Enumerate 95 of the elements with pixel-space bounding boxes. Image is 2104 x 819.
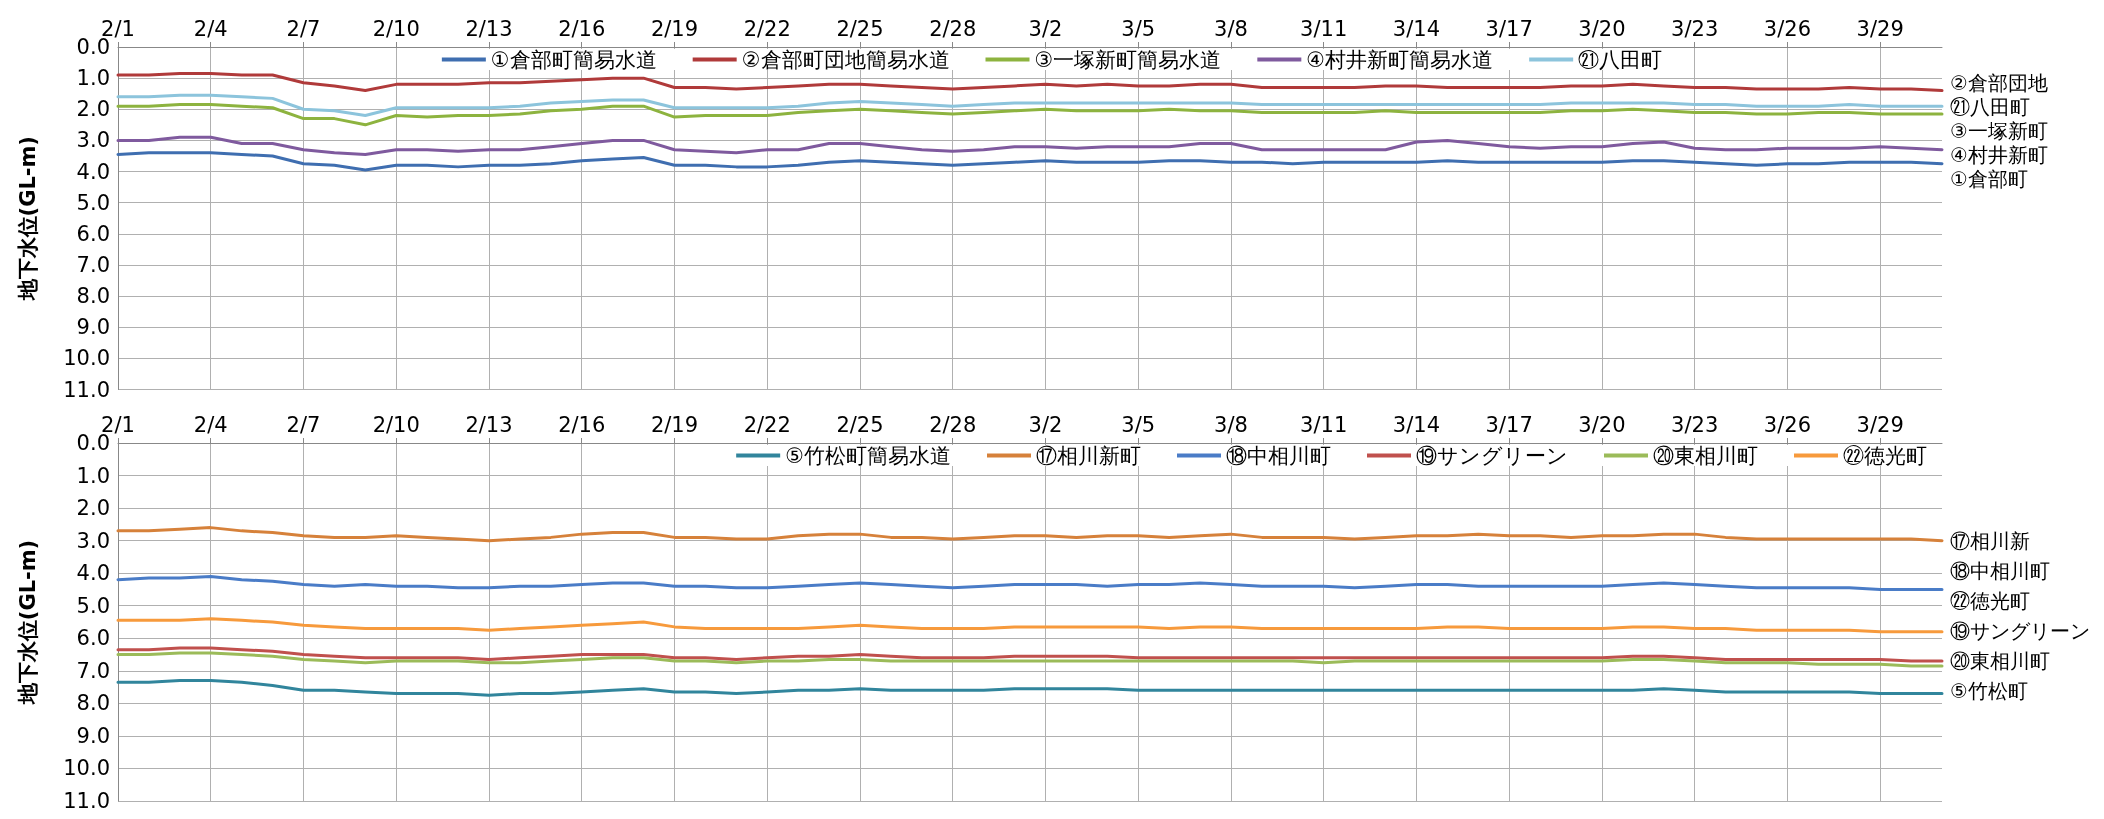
- x-tick-label: 3/2: [1028, 16, 1063, 41]
- x-tick-label: 3/5: [1121, 16, 1156, 41]
- y-axis-title: 地下水位(GL-m): [15, 539, 40, 706]
- x-tick-label: 3/29: [1856, 16, 1904, 41]
- y-tick-label: 2.0: [76, 97, 110, 122]
- x-tick-label: 2/28: [929, 412, 977, 437]
- legend-label: ①倉部町簡易水道: [490, 47, 657, 72]
- y-tick-label: 10.0: [63, 346, 110, 371]
- y-tick-label: 4.0: [76, 159, 110, 184]
- line-series: [116, 651, 1944, 668]
- x-tick-label: 3/20: [1578, 16, 1626, 41]
- line-series: [116, 135, 1944, 156]
- line-series: [116, 526, 1944, 543]
- x-tick-label: 3/17: [1485, 412, 1533, 437]
- x-tick-label: 2/7: [286, 412, 321, 437]
- x-tick-label: 2/7: [286, 16, 321, 41]
- line-series: [116, 679, 1944, 697]
- text: ③一塚新町: [1950, 119, 2048, 143]
- y-tick-label: 2.0: [76, 496, 110, 521]
- x-tick-label: 2/4: [193, 412, 228, 437]
- text: ②倉部団地: [1950, 71, 2048, 95]
- x-tick-label: 2/19: [650, 412, 699, 437]
- y-tick-label: 7.0: [76, 252, 110, 277]
- x-tick-label: 3/26: [1763, 16, 1812, 41]
- x-tick-label: 3/11: [1300, 412, 1348, 437]
- text: ⑳東相川町: [1950, 649, 2050, 673]
- legend-label: ㉑八田町: [1578, 47, 1663, 72]
- y-tick-label: 9.0: [76, 315, 110, 340]
- x-tick-label: 2/25: [836, 412, 884, 437]
- text: ⑤竹松町: [1950, 679, 2028, 703]
- x-tick-label: 3/8: [1214, 16, 1248, 41]
- legend-label: ⑲サングリーン: [1416, 443, 1568, 468]
- x-tick-label: 2/16: [558, 16, 606, 41]
- legend-label: ⑰相川新町: [1036, 443, 1141, 468]
- x-tick-label: 3/11: [1300, 16, 1348, 41]
- text: ④村井新町: [1950, 143, 2048, 167]
- y-tick-label: 9.0: [76, 723, 110, 748]
- y-tick-label: 4.0: [76, 561, 110, 586]
- x-tick-label: 3/29: [1856, 412, 1904, 437]
- line-series: [116, 574, 1944, 591]
- legend-label: ③一塚新町簡易水道: [1034, 47, 1222, 72]
- y-tick-label: 7.0: [76, 658, 110, 683]
- x-tick-label: 2/10: [372, 412, 420, 437]
- x-tick-label: 2/4: [193, 16, 228, 41]
- x-tick-label: 3/8: [1214, 412, 1248, 437]
- line-series: [116, 103, 1944, 127]
- legend-label: ⑤竹松町簡易水道: [785, 443, 951, 468]
- x-tick-label: 3/23: [1671, 16, 1719, 41]
- y-tick-label: 8.0: [76, 691, 110, 716]
- x-tick-label: 3/14: [1392, 16, 1441, 41]
- x-tick-label: 3/5: [1121, 412, 1156, 437]
- y-tick-label: 3.0: [76, 528, 110, 553]
- line-series: [116, 93, 1944, 117]
- x-tick-label: 2/19: [650, 16, 699, 41]
- x-tick-label: 2/10: [372, 16, 420, 41]
- x-tick-label: 2/25: [836, 16, 884, 41]
- y-tick-label: 5.0: [76, 593, 110, 618]
- legend-label: ⑳東相川町: [1653, 443, 1758, 468]
- x-tick-label: 3/14: [1392, 412, 1441, 437]
- legend-label: ㉒徳光町: [1843, 443, 1927, 468]
- x-tick-label: 3/2: [1028, 412, 1063, 437]
- y-tick-label: 11.0: [63, 377, 110, 402]
- y-tick-label: 1.0: [76, 66, 110, 91]
- legend-label: ④村井新町簡易水道: [1306, 47, 1494, 72]
- x-tick-label: 3/17: [1485, 16, 1533, 41]
- x-tick-label: 2/22: [743, 412, 791, 437]
- text: ⑰相川新: [1950, 529, 2030, 553]
- y-tick-label: 6.0: [76, 221, 110, 246]
- x-tick-label: 3/20: [1578, 412, 1626, 437]
- y-tick-label: 3.0: [76, 128, 110, 153]
- legend-label: ⑱中相川町: [1226, 443, 1331, 468]
- x-tick-label: 2/13: [465, 16, 513, 41]
- text: ⑱中相川町: [1950, 559, 2050, 583]
- text: ⑲サングリーン: [1950, 619, 2090, 643]
- legend-label: ②倉部町団地簡易水道: [741, 47, 950, 72]
- x-tick-label: 3/23: [1671, 412, 1719, 437]
- line-series: [116, 617, 1944, 634]
- y-tick-label: 11.0: [63, 789, 110, 813]
- y-tick-label: 5.0: [76, 190, 110, 215]
- text: ①倉部町: [1950, 167, 2028, 191]
- x-tick-label: 2/16: [558, 412, 606, 437]
- x-tick-label: 2/22: [743, 16, 791, 41]
- x-tick-label: 2/13: [465, 412, 513, 437]
- y-tick-label: 1.0: [76, 463, 110, 488]
- text: ㉒徳光町: [1950, 589, 2030, 613]
- x-tick-label: 2/28: [929, 16, 977, 41]
- x-tick-label: 3/26: [1763, 412, 1812, 437]
- y-tick-label: 10.0: [63, 756, 110, 781]
- line-series: [116, 71, 1944, 93]
- text: ㉑八田町: [1950, 95, 2030, 119]
- y-tick-label: 6.0: [76, 626, 110, 651]
- line-series: [116, 646, 1944, 663]
- y-axis-title: 地下水位(GL-m): [15, 136, 40, 302]
- y-tick-label: 8.0: [76, 284, 110, 309]
- line-series: [116, 151, 1944, 172]
